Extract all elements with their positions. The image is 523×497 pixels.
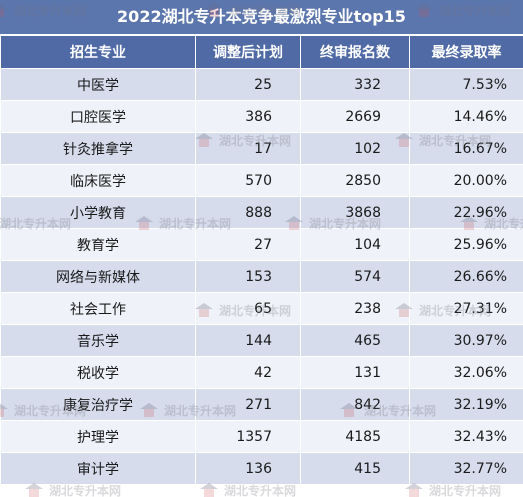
table-row: 护理学 1357 4185 32.43%: [0, 420, 523, 453]
table-body: 中医学 25 332 7.53% 口腔医学 386 2669 14.46% 针灸推拿学 17 102…: [0, 68, 523, 485]
plan-cell: 1357: [195, 420, 301, 453]
applicants-cell: 415: [300, 452, 410, 485]
major-cell: 税收学: [0, 356, 196, 389]
data-table: 招生专业 调整后计划 终审报名数 最终录取率 中医学 25 332 7.53% 口腔医学…: [0, 35, 523, 485]
table-row: 网络与新媒体 153 574 26.66%: [0, 260, 523, 293]
column-header-admission-rate: 最终录取率: [409, 35, 523, 69]
header-row: 招生专业 调整后计划 终审报名数 最终录取率: [0, 35, 523, 69]
major-cell: 社会工作: [0, 292, 196, 325]
applicants-cell: 102: [300, 132, 410, 165]
plan-cell: 27: [195, 228, 301, 261]
rate-cell: 26.66%: [409, 260, 523, 293]
rate-cell: 20.00%: [409, 164, 523, 197]
applicants-cell: 465: [300, 324, 410, 357]
plan-cell: 271: [195, 388, 301, 421]
rate-cell: 32.77%: [409, 452, 523, 485]
plan-cell: 17: [195, 132, 301, 165]
table-row: 口腔医学 386 2669 14.46%: [0, 100, 523, 133]
table-row: 康复治疗学 271 842 32.19%: [0, 388, 523, 421]
applicants-cell: 842: [300, 388, 410, 421]
major-cell: 针灸推拿学: [0, 132, 196, 165]
rate-cell: 32.19%: [409, 388, 523, 421]
major-cell: 康复治疗学: [0, 388, 196, 421]
applicants-cell: 574: [300, 260, 410, 293]
column-header-applicants: 终审报名数: [300, 35, 410, 69]
rate-cell: 14.46%: [409, 100, 523, 133]
major-cell: 口腔医学: [0, 100, 196, 133]
major-cell: 护理学: [0, 420, 196, 453]
plan-cell: 136: [195, 452, 301, 485]
table-row: 中医学 25 332 7.53%: [0, 68, 523, 101]
table-row: 小学教育 888 3868 22.96%: [0, 196, 523, 229]
major-cell: 教育学: [0, 228, 196, 261]
applicants-cell: 4185: [300, 420, 410, 453]
major-cell: 网络与新媒体: [0, 260, 196, 293]
plan-cell: 25: [195, 68, 301, 101]
table-row: 音乐学 144 465 30.97%: [0, 324, 523, 357]
major-cell: 小学教育: [0, 196, 196, 229]
applicants-cell: 2669: [300, 100, 410, 133]
applicants-cell: 104: [300, 228, 410, 261]
applicants-cell: 332: [300, 68, 410, 101]
applicants-cell: 238: [300, 292, 410, 325]
plan-cell: 153: [195, 260, 301, 293]
plan-cell: 65: [195, 292, 301, 325]
applicants-cell: 131: [300, 356, 410, 389]
plan-cell: 888: [195, 196, 301, 229]
column-header-major: 招生专业: [0, 35, 196, 69]
plan-cell: 386: [195, 100, 301, 133]
rate-cell: 16.67%: [409, 132, 523, 165]
table-row: 教育学 27 104 25.96%: [0, 228, 523, 261]
table-row: 税收学 42 131 32.06%: [0, 356, 523, 389]
rate-cell: 30.97%: [409, 324, 523, 357]
plan-cell: 570: [195, 164, 301, 197]
major-cell: 中医学: [0, 68, 196, 101]
table-row: 审计学 136 415 32.77%: [0, 452, 523, 485]
table-row: 社会工作 65 238 27.31%: [0, 292, 523, 325]
rate-cell: 32.43%: [409, 420, 523, 453]
plan-cell: 42: [195, 356, 301, 389]
rate-cell: 25.96%: [409, 228, 523, 261]
applicants-cell: 3868: [300, 196, 410, 229]
major-cell: 音乐学: [0, 324, 196, 357]
plan-cell: 144: [195, 324, 301, 357]
table-row: 针灸推拿学 17 102 16.67%: [0, 132, 523, 165]
table-row: 临床医学 570 2850 20.00%: [0, 164, 523, 197]
major-cell: 临床医学: [0, 164, 196, 197]
rate-cell: 27.31%: [409, 292, 523, 325]
table-title: 2022湖北专升本竞争最激烈专业top15: [0, 0, 523, 35]
applicants-cell: 2850: [300, 164, 410, 197]
major-cell: 审计学: [0, 452, 196, 485]
rate-cell: 32.06%: [409, 356, 523, 389]
rate-cell: 7.53%: [409, 68, 523, 101]
rate-cell: 22.96%: [409, 196, 523, 229]
column-header-plan: 调整后计划: [195, 35, 301, 69]
